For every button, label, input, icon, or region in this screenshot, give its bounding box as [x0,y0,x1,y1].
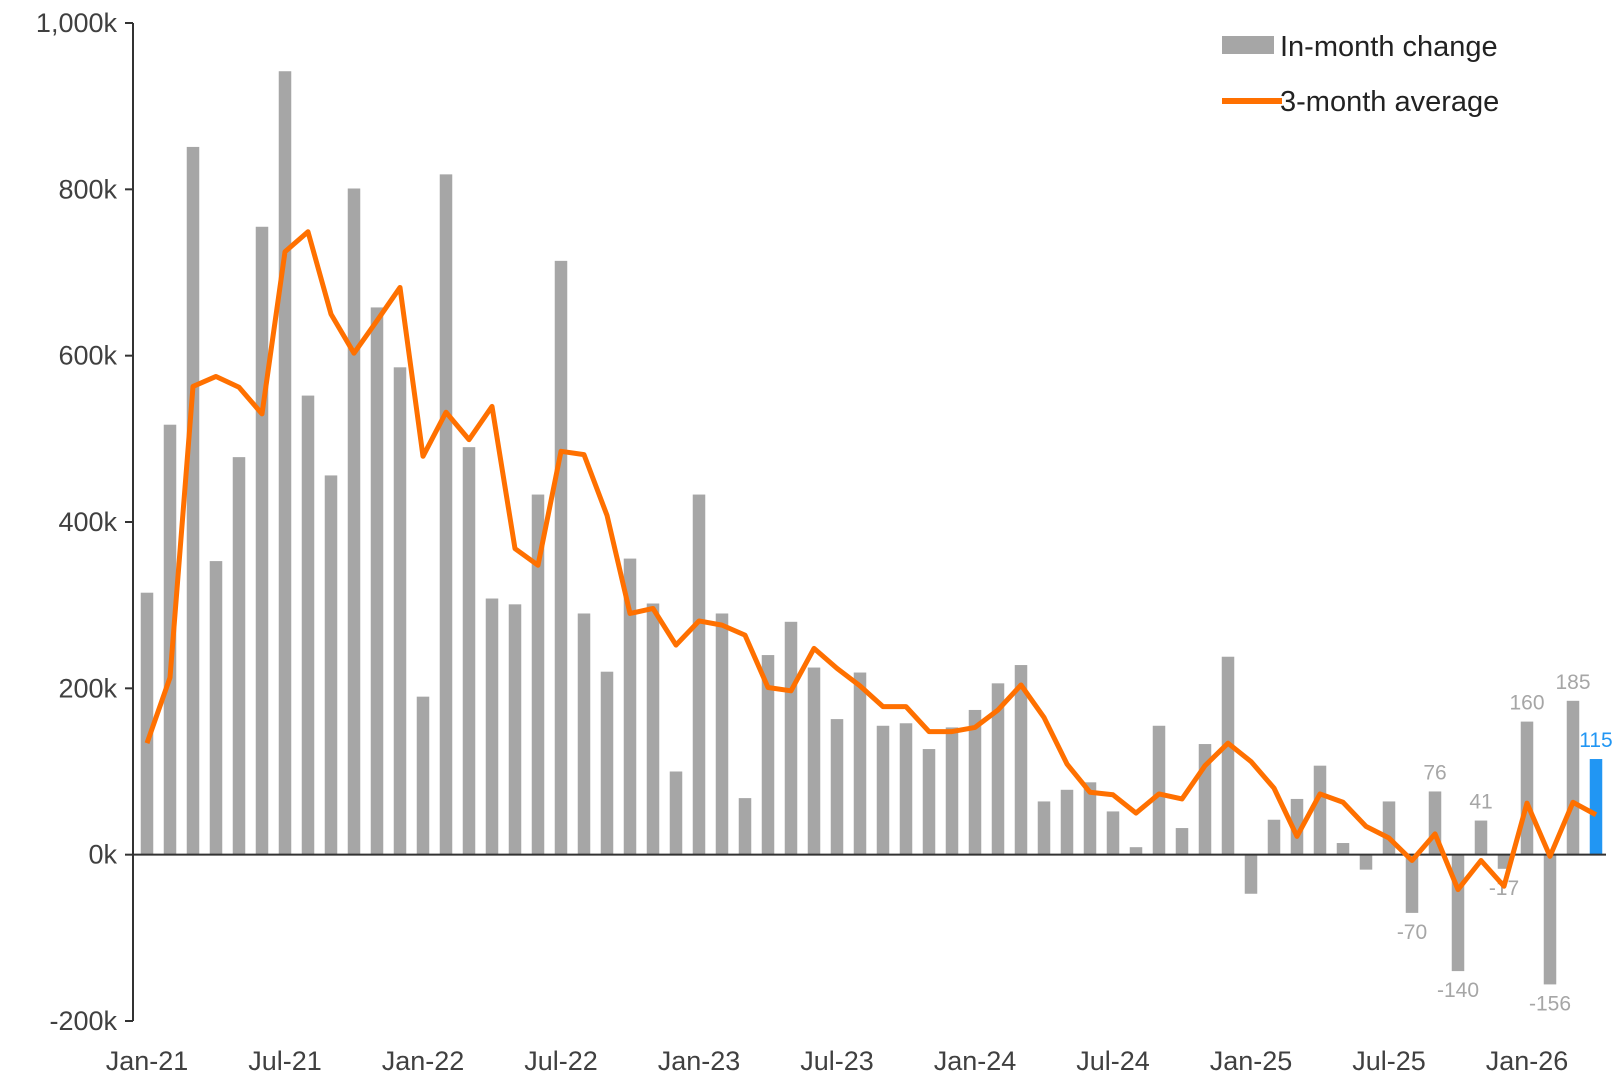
bar [807,667,821,855]
bar [416,696,430,855]
bar [1037,801,1051,855]
bar [623,558,637,855]
bar [1543,854,1557,985]
bar [324,475,338,855]
bar [1060,789,1074,855]
bar [531,494,545,855]
line [144,229,1598,893]
x-tick-label: Jan-21 [106,1046,189,1076]
bar [1175,828,1189,855]
bar [1520,721,1534,855]
bar [508,604,522,855]
bar [1589,759,1603,855]
data-label: 76 [1423,761,1446,784]
bar [347,188,361,855]
y-tick-label: 1,000k [36,8,118,38]
x-tick-label: Jan-23 [658,1046,741,1076]
data-label: -156 [1529,992,1571,1015]
bar [1106,811,1120,855]
x-tick-label: Jul-23 [800,1046,874,1076]
bar [485,598,499,855]
bar [1152,725,1166,855]
bar [163,424,177,855]
data-label: -140 [1437,979,1479,1002]
data-label: -70 [1397,921,1427,944]
bar [853,672,867,855]
y-tick-label: 400k [58,507,117,537]
bar [439,174,453,855]
bar [186,146,200,855]
bar [899,723,913,855]
x-tick-label: Jul-22 [524,1046,598,1076]
bar [278,71,292,855]
bar [393,367,407,855]
bar [669,771,683,855]
bar [1267,819,1281,855]
bar [554,260,568,855]
bar [1313,765,1327,855]
bar [1221,656,1235,855]
data-label: 160 [1509,692,1544,715]
bar [1083,782,1097,855]
bar [761,655,775,855]
bar [1451,854,1465,972]
data-label: 41 [1469,791,1492,814]
bar [301,395,315,855]
bar [876,725,890,855]
bar [945,727,959,855]
bar [968,709,982,855]
bar [1566,700,1580,855]
x-tick-label: Jul-21 [248,1046,322,1076]
y-tick-label: 200k [58,673,117,703]
x-tick-label: Jan-25 [1210,1046,1293,1076]
y-tick-label: 0k [88,840,117,870]
legend-label: 3-month average [1280,86,1499,118]
bar [462,447,476,855]
x-tick-label: Jan-26 [1486,1046,1569,1076]
bar [830,719,844,855]
y-tick-label: -200k [49,1006,117,1036]
x-tick-label: Jul-24 [1076,1046,1150,1076]
y-tick-label: 600k [58,341,117,371]
bar [922,749,936,855]
bar [784,621,798,855]
bar [255,226,269,855]
bar [1244,854,1258,894]
bar [1405,854,1419,913]
bar [692,494,706,855]
bar [646,603,660,855]
bar [600,671,614,855]
bar [370,307,384,855]
bar [1382,801,1396,855]
data-label: 185 [1555,671,1590,694]
x-tick-label: Jan-24 [934,1046,1017,1076]
bar [577,613,591,855]
bar [1290,798,1304,855]
bar [991,683,1005,855]
bar [209,561,223,855]
bar [1474,820,1488,855]
bar [1359,854,1373,870]
bar [1129,847,1143,855]
legend-label: In-month change [1280,31,1498,63]
bar [1014,665,1028,855]
bar [1336,843,1350,855]
x-tick-label: Jan-22 [382,1046,465,1076]
bar [140,592,154,855]
data-label: 115 [1579,729,1612,752]
legend-swatch [1222,36,1274,54]
y-tick-label: 800k [58,174,117,204]
bar [715,613,729,855]
bar [738,798,752,855]
bar [1497,854,1511,869]
x-tick-label: Jul-25 [1352,1046,1426,1076]
bar [232,457,246,855]
